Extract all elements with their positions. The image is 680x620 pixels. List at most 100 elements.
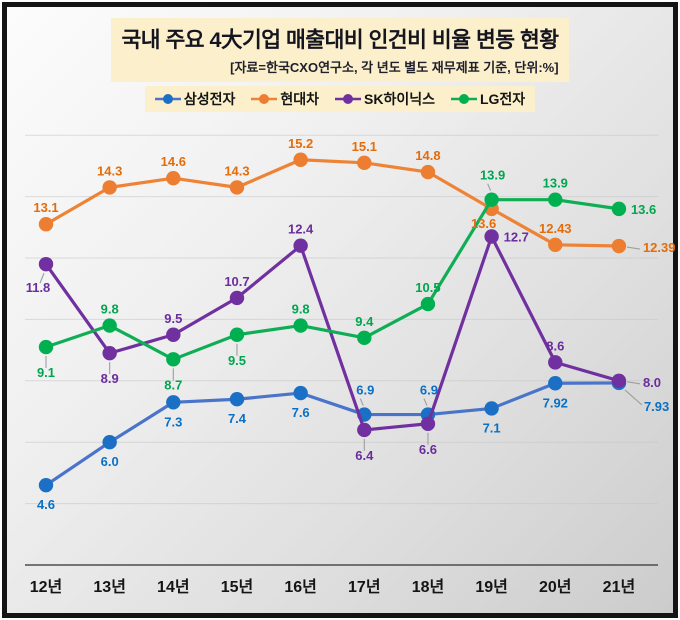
data-point	[166, 327, 181, 342]
x-axis-label: 15년	[221, 577, 254, 596]
legend-label: 삼성전자	[183, 91, 236, 107]
data-label: 7.3	[164, 414, 182, 429]
data-label: 8.6	[546, 338, 564, 353]
data-point	[229, 327, 245, 342]
legend-item: 현대차	[251, 89, 319, 109]
data-label: 8.7	[164, 377, 182, 392]
data-point	[166, 170, 181, 186]
x-axis-label: 13년	[93, 577, 126, 596]
data-point	[548, 376, 563, 391]
data-point	[548, 237, 563, 252]
data-label: 14.3	[97, 163, 122, 178]
legend-marker-icon	[251, 94, 278, 104]
data-point	[229, 290, 245, 306]
data-label: 14.3	[224, 163, 249, 178]
data-label: 8.0	[643, 375, 661, 390]
data-label: 9.5	[228, 353, 246, 368]
data-point	[484, 229, 499, 244]
data-point	[102, 318, 117, 333]
data-label: 6.6	[419, 442, 437, 457]
data-label: 7.4	[228, 411, 247, 426]
legend-label: SK하이닉스	[364, 91, 435, 107]
data-point	[38, 217, 54, 232]
data-label: 7.1	[483, 420, 501, 435]
data-point	[293, 152, 308, 167]
label-leader-line	[423, 398, 428, 406]
data-label: 10.7	[224, 274, 249, 289]
data-label: 12.7	[504, 230, 529, 245]
data-label: 12.4	[288, 222, 314, 237]
x-axis-label: 21년	[603, 577, 636, 596]
data-label: 7.93	[644, 399, 669, 414]
x-axis-label: 18년	[412, 577, 445, 596]
label-leader-line	[359, 398, 364, 406]
data-point	[357, 155, 372, 171]
data-point	[229, 392, 245, 407]
data-label: 13.6	[471, 216, 496, 231]
data-point	[102, 180, 117, 195]
x-axis-label: 12년	[30, 577, 63, 596]
chart-header: 국내 주요 4大기업 매출대비 인건비 비율 변동 현황 [자료=한국CXO연구…	[111, 18, 569, 82]
data-point	[484, 192, 499, 207]
data-label: 15.2	[288, 136, 313, 151]
data-point	[293, 385, 308, 401]
data-label: 6.9	[420, 383, 438, 398]
data-label: 12.43	[539, 221, 572, 236]
chart-title: 국내 주요 4大기업 매출대비 인건비 비율 변동 현황	[121, 28, 559, 52]
x-axis-label: 19년	[475, 577, 508, 596]
data-label: 9.8	[101, 302, 119, 317]
label-leader-line	[626, 381, 641, 385]
data-point	[357, 330, 372, 346]
data-point	[38, 339, 54, 355]
data-label: 9.1	[37, 365, 55, 380]
data-label: 15.1	[352, 139, 377, 154]
legend-item: 삼성전자	[154, 89, 236, 109]
data-point	[548, 192, 563, 207]
data-point	[420, 416, 436, 431]
legend-marker-icon	[154, 94, 181, 104]
legend-label: 현대차	[280, 91, 319, 107]
data-point	[420, 296, 436, 312]
data-label: 6.4	[355, 448, 374, 463]
legend-marker-icon	[450, 94, 477, 104]
data-label: 9.8	[292, 302, 310, 317]
data-point	[293, 238, 308, 253]
data-point	[166, 395, 181, 410]
series-line	[44, 198, 621, 361]
data-label: 13.9	[543, 176, 568, 191]
data-point	[102, 435, 117, 450]
data-label: 9.4	[355, 314, 374, 329]
x-axis-label: 16년	[284, 577, 317, 596]
data-point	[611, 201, 627, 217]
data-label: 14.8	[415, 148, 440, 163]
data-label: 7.6	[292, 405, 310, 420]
legend-item: LG전자	[450, 89, 526, 109]
data-label: 10.5	[415, 280, 440, 295]
data-point	[293, 318, 308, 333]
data-label: 13.6	[631, 202, 656, 217]
data-label: 8.9	[101, 371, 119, 386]
data-label: 11.8	[26, 280, 51, 295]
data-label: 14.6	[161, 154, 186, 169]
data-point	[357, 422, 372, 438]
label-leader-line	[624, 389, 643, 406]
data-point	[484, 401, 499, 416]
x-axis-label: 17년	[348, 577, 381, 596]
data-label: 4.6	[37, 497, 55, 512]
data-label: 6.9	[356, 383, 374, 398]
data-point	[548, 355, 563, 370]
data-point	[102, 345, 117, 361]
data-point	[420, 164, 436, 180]
data-label: 13.1	[33, 200, 58, 215]
series-line	[44, 158, 621, 248]
legend-label: LG전자	[479, 91, 526, 107]
x-axis-label: 14년	[157, 577, 190, 596]
data-label: 13.9	[480, 168, 505, 183]
x-axis-label: 20년	[539, 577, 572, 596]
series-line	[44, 381, 621, 487]
data-point	[229, 180, 245, 195]
label-leader-line	[487, 183, 492, 191]
data-label: 7.92	[543, 395, 568, 410]
chart-subtitle: [자료=한국CXO연구소, 각 년도 별도 재무제표 기준, 단위:%]	[230, 60, 559, 75]
